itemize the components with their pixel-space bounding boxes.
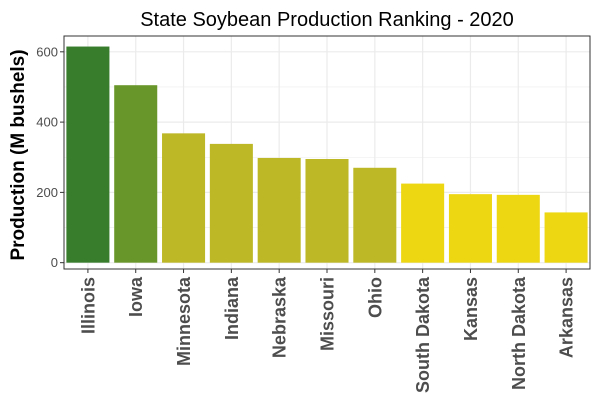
bars [66, 46, 588, 263]
x-tick-label: Indiana [222, 276, 242, 340]
y-tick-label: 600 [36, 44, 58, 59]
x-tick-label: Arkansas [557, 277, 577, 358]
y-tick-label: 0 [51, 255, 58, 270]
y-axis: 0 200 400 600 [36, 44, 64, 270]
x-tick-label: Illinois [78, 277, 98, 334]
x-axis: Illinois Iowa Minnesota Indiana Nebraska Miss… [78, 269, 577, 393]
y-tick-label: 400 [36, 115, 58, 130]
bar-kansas [448, 194, 492, 263]
y-tick-label: 200 [36, 185, 58, 200]
chart-title: State Soybean Production Ranking - 2020 [140, 9, 514, 31]
bar-ohio [353, 167, 397, 263]
panel-border [63, 35, 591, 270]
bar-minnesota [162, 133, 206, 263]
bar-south-dakota [401, 183, 445, 263]
bar-indiana [209, 143, 253, 263]
x-tick-label: Nebraska [270, 276, 290, 358]
bar-illinois [66, 46, 110, 263]
x-tick-label: Missouri [318, 277, 338, 351]
bar-north-dakota [496, 194, 540, 263]
bar-iowa [114, 85, 158, 263]
x-tick-label: Kansas [461, 277, 481, 341]
bar-arkansas [544, 212, 588, 263]
bar-nebraska [257, 157, 301, 263]
x-tick-label: Ohio [365, 277, 385, 318]
x-tick-label: North Dakota [509, 276, 529, 390]
x-tick-label: South Dakota [413, 276, 433, 393]
x-tick-label: Minnesota [174, 276, 194, 366]
y-axis-label: Production (M bushels) [8, 49, 29, 260]
x-tick-label: Iowa [126, 276, 146, 317]
bar-missouri [305, 159, 349, 263]
